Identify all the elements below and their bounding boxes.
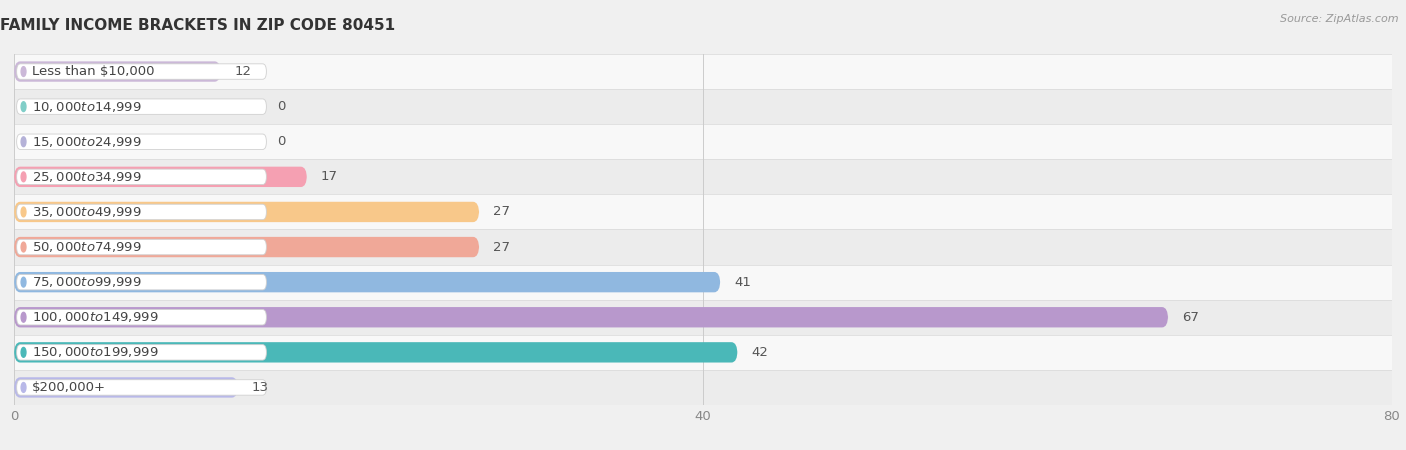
- Circle shape: [21, 312, 25, 322]
- Circle shape: [21, 347, 25, 357]
- FancyBboxPatch shape: [17, 274, 266, 290]
- Text: $75,000 to $99,999: $75,000 to $99,999: [32, 275, 142, 289]
- Bar: [14, 335, 1392, 370]
- FancyBboxPatch shape: [14, 237, 479, 257]
- FancyBboxPatch shape: [17, 345, 266, 360]
- Circle shape: [21, 102, 25, 112]
- Text: $50,000 to $74,999: $50,000 to $74,999: [32, 240, 142, 254]
- Text: $25,000 to $34,999: $25,000 to $34,999: [32, 170, 142, 184]
- FancyBboxPatch shape: [17, 134, 266, 149]
- FancyBboxPatch shape: [17, 239, 266, 255]
- Text: FAMILY INCOME BRACKETS IN ZIP CODE 80451: FAMILY INCOME BRACKETS IN ZIP CODE 80451: [0, 18, 395, 33]
- Text: Source: ZipAtlas.com: Source: ZipAtlas.com: [1281, 14, 1399, 23]
- Text: 12: 12: [235, 65, 252, 78]
- Text: $200,000+: $200,000+: [32, 381, 105, 394]
- Text: 17: 17: [321, 171, 337, 183]
- Text: $15,000 to $24,999: $15,000 to $24,999: [32, 135, 142, 149]
- Circle shape: [21, 277, 25, 287]
- Text: 27: 27: [494, 206, 510, 218]
- Text: 0: 0: [277, 100, 285, 113]
- FancyBboxPatch shape: [14, 61, 221, 82]
- Text: 27: 27: [494, 241, 510, 253]
- FancyBboxPatch shape: [14, 377, 238, 398]
- Text: 13: 13: [252, 381, 269, 394]
- FancyBboxPatch shape: [17, 169, 266, 184]
- Bar: [14, 300, 1392, 335]
- FancyBboxPatch shape: [14, 342, 738, 363]
- Text: 42: 42: [751, 346, 768, 359]
- Circle shape: [21, 137, 25, 147]
- Text: 41: 41: [734, 276, 751, 288]
- FancyBboxPatch shape: [17, 64, 266, 79]
- Bar: [14, 124, 1392, 159]
- FancyBboxPatch shape: [14, 272, 720, 292]
- FancyBboxPatch shape: [17, 310, 266, 325]
- FancyBboxPatch shape: [14, 166, 307, 187]
- Bar: [14, 159, 1392, 194]
- FancyBboxPatch shape: [17, 204, 266, 220]
- FancyBboxPatch shape: [17, 380, 266, 395]
- FancyBboxPatch shape: [14, 307, 1168, 328]
- Circle shape: [21, 207, 25, 217]
- Text: $100,000 to $149,999: $100,000 to $149,999: [32, 310, 159, 324]
- Bar: [14, 54, 1392, 89]
- Text: Less than $10,000: Less than $10,000: [32, 65, 155, 78]
- Circle shape: [21, 67, 25, 76]
- Bar: [14, 265, 1392, 300]
- Circle shape: [21, 172, 25, 182]
- Bar: [14, 230, 1392, 265]
- Text: 67: 67: [1182, 311, 1199, 324]
- FancyBboxPatch shape: [14, 202, 479, 222]
- Text: $150,000 to $199,999: $150,000 to $199,999: [32, 345, 159, 360]
- Circle shape: [21, 242, 25, 252]
- Text: 0: 0: [277, 135, 285, 148]
- Bar: [14, 89, 1392, 124]
- Bar: [14, 194, 1392, 230]
- FancyBboxPatch shape: [17, 99, 266, 114]
- Bar: [14, 370, 1392, 405]
- Text: $10,000 to $14,999: $10,000 to $14,999: [32, 99, 142, 114]
- Text: $35,000 to $49,999: $35,000 to $49,999: [32, 205, 142, 219]
- Circle shape: [21, 382, 25, 392]
